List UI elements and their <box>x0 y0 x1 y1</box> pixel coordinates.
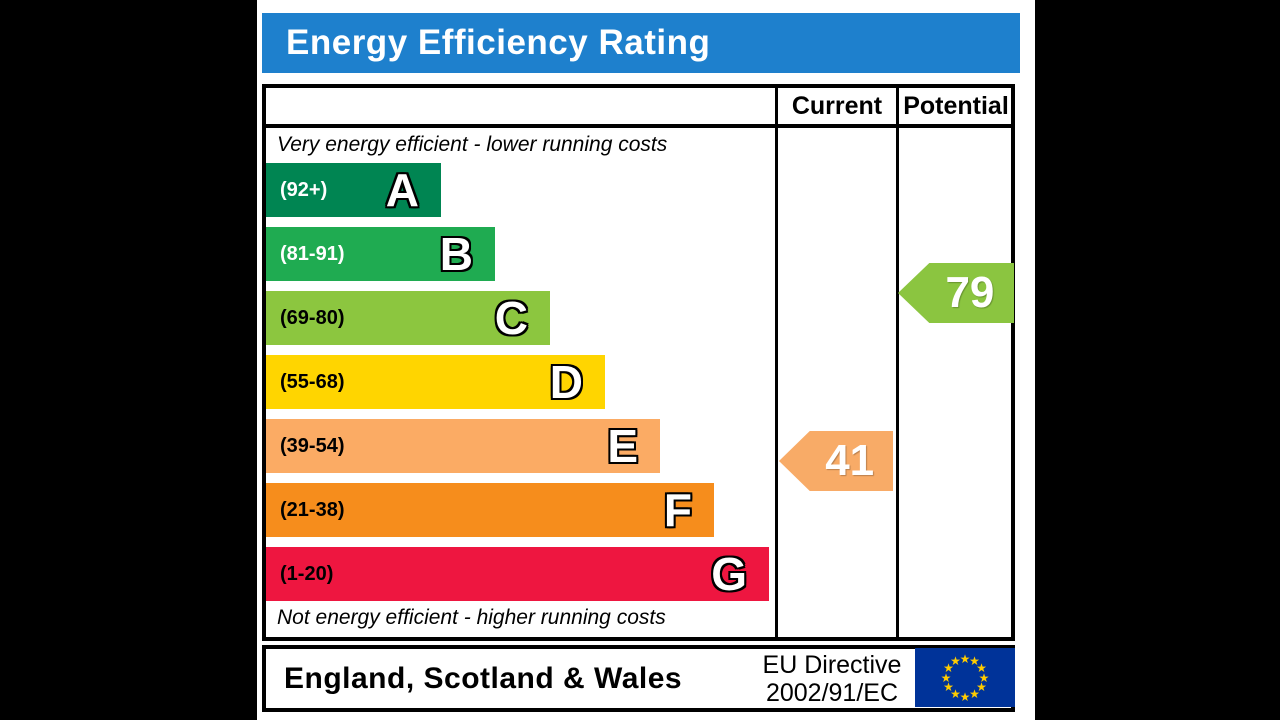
eu-flag-star-icon: ★ <box>943 680 954 694</box>
band-grade-letter: A <box>385 164 419 216</box>
rating-band-row: (81-91) B <box>266 227 495 281</box>
band-grade-letter: B <box>439 228 473 280</box>
rating-band-row: (21-38) F <box>266 483 714 537</box>
eu-flag-star-icon: ★ <box>969 686 980 701</box>
band-range-label: (1-20) <box>280 562 334 585</box>
eu-flag-star-icon: ★ <box>959 689 971 704</box>
eu-directive-line1: EU Directive <box>762 651 902 679</box>
band-range-label: (21-38) <box>280 498 345 521</box>
potential-rating-value: 79 <box>945 268 995 317</box>
epc-chart: Energy Efficiency Rating Current Potenti… <box>257 0 1035 720</box>
band-range-label: (92+) <box>280 178 328 201</box>
rating-band-row: (1-20) G <box>266 547 769 601</box>
band-range-label: (55-68) <box>280 370 345 393</box>
eu-flag-star-icon: ★ <box>950 654 961 669</box>
bottom-efficiency-note: Not energy efficient - higher running co… <box>277 606 666 629</box>
eu-flag-star-icon: ★ <box>940 670 952 685</box>
band-grade-letter: C <box>494 292 528 344</box>
current-column-divider <box>775 84 778 641</box>
header-row-divider <box>262 124 1015 128</box>
rating-band-row: (55-68) D <box>266 355 605 409</box>
eu-flag-star-icon: ★ <box>969 654 980 669</box>
band-grade-letter: D <box>549 356 583 408</box>
rating-band-bar: (92+) A <box>266 163 441 217</box>
chart-title-bar: Energy Efficiency Rating <box>262 13 1020 73</box>
rating-band-row: (69-80) C <box>266 291 550 345</box>
eu-flag-star-icon: ★ <box>959 651 971 666</box>
band-grade-letter: G <box>711 548 747 600</box>
rating-band-bar: (21-38) F <box>266 483 714 537</box>
rating-band-bar: (55-68) D <box>266 355 605 409</box>
eu-flag-icon: ★ ★ ★ ★ ★ ★ ★ ★ ★ ★ ★ ★ <box>915 648 1015 707</box>
potential-column-divider <box>896 84 899 641</box>
eu-directive-line2: 2002/91/EC <box>765 679 899 707</box>
current-rating-value: 41 <box>825 436 875 485</box>
footer-bar: England, Scotland & Wales EU Directive 2… <box>262 645 1015 712</box>
rating-band-bar: (1-20) G <box>266 547 769 601</box>
eu-flag-star-icon: ★ <box>950 686 961 701</box>
rating-band-bar: (39-54) E <box>266 419 660 473</box>
band-grade-letter: F <box>663 484 692 536</box>
current-column-header: Current <box>791 92 883 120</box>
eu-flag-star-icon: ★ <box>976 680 987 694</box>
potential-column-header: Potential <box>903 92 1009 120</box>
region-label: England, Scotland & Wales <box>284 662 683 695</box>
band-grade-letter: E <box>607 420 638 472</box>
eu-directive-label: EU Directive 2002/91/EC <box>752 651 912 707</box>
rating-band-bar: (81-91) B <box>266 227 495 281</box>
eu-flag-star-icon: ★ <box>976 661 987 675</box>
top-efficiency-note: Very energy efficient - lower running co… <box>277 133 668 156</box>
rating-band-bar: (69-80) C <box>266 291 550 345</box>
band-range-label: (81-91) <box>280 242 345 265</box>
band-range-label: (69-80) <box>280 306 345 329</box>
chart-title: Energy Efficiency Rating <box>286 23 711 62</box>
band-range-label: (39-54) <box>280 434 345 457</box>
rating-band-row: (39-54) E <box>266 419 660 473</box>
eu-flag-star-icon: ★ <box>943 661 954 675</box>
eu-flag-star-icon: ★ <box>978 670 990 685</box>
rating-band-row: (92+) A <box>266 163 441 217</box>
